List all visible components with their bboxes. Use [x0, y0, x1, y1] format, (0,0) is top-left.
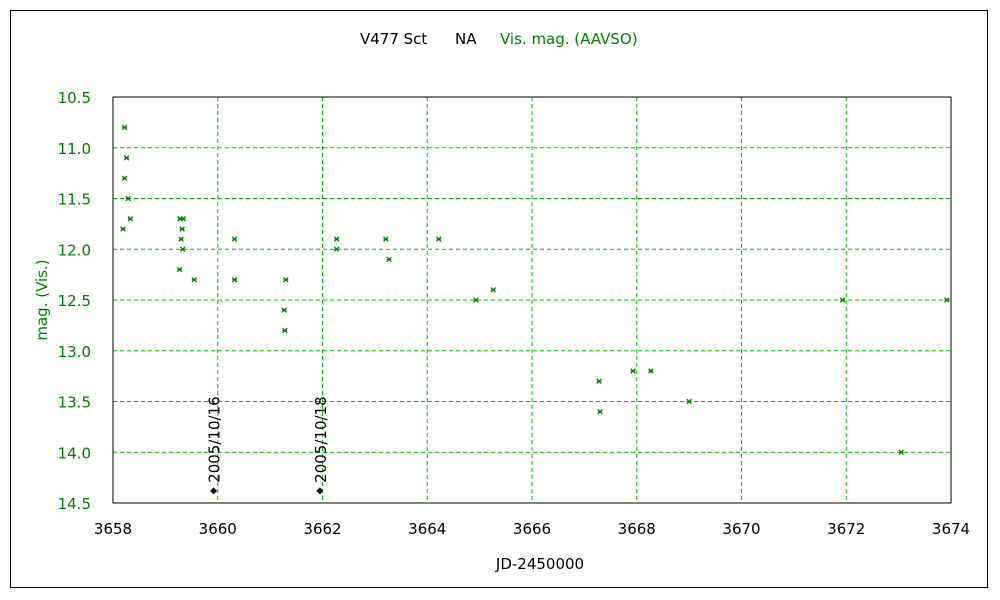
data-point [120, 226, 126, 232]
y-axis-ticks: 10.5 11.0 11.5 12.0 12.5 13.0 13.5 14.0 14.5 [58, 89, 91, 513]
data-point [282, 327, 288, 334]
x-tick-label: 3668 [618, 520, 656, 538]
x-tick-label: 3662 [303, 520, 341, 538]
title-type: NA [455, 30, 477, 48]
annotation-label: 2005/10/16 [206, 396, 224, 482]
data-point [383, 236, 389, 242]
data-point [176, 266, 183, 273]
data-point [436, 236, 442, 242]
data-point [648, 368, 654, 374]
reference-marker [316, 487, 324, 495]
data-point [179, 246, 186, 253]
y-tick-label: 11.0 [58, 140, 91, 158]
y-tick-label: 11.5 [58, 191, 91, 209]
data-point [231, 276, 238, 283]
x-tick-label: 3658 [94, 520, 132, 538]
x-tick-label: 3672 [827, 520, 865, 538]
y-tick-label: 13.0 [58, 343, 91, 361]
data-point [333, 236, 340, 242]
y-tick-label: 13.5 [58, 394, 91, 412]
data-point [333, 246, 340, 253]
y-tick-label: 10.5 [58, 89, 91, 107]
x-tick-label: 3674 [932, 520, 970, 538]
data-point [898, 449, 905, 456]
x-axis-ticks: 3658 3660 3662 3664 3666 3668 3670 3672 3674 [94, 520, 970, 538]
data-point [179, 226, 185, 232]
data-point [597, 408, 603, 415]
data-point [281, 307, 288, 313]
data-point [839, 297, 846, 303]
x-tick-label: 3666 [513, 520, 551, 538]
data-point [180, 216, 186, 222]
chart-frame [10, 10, 988, 588]
y-tick-label: 12.0 [58, 241, 91, 259]
data-point [121, 175, 128, 181]
data-point [231, 236, 238, 242]
data-point [125, 195, 131, 202]
plot-area [112, 96, 952, 504]
x-axis-label: JD-2450000 [495, 555, 584, 573]
y-axis-label: mag. (Vis.) [33, 259, 51, 340]
data-point [386, 256, 392, 263]
y-tick-label: 14.0 [58, 444, 91, 462]
title-series: Vis. mag. (AAVSO) [500, 30, 638, 48]
y-tick-label: 12.5 [58, 292, 91, 310]
x-tick-label: 3664 [408, 520, 446, 538]
data-point [596, 378, 602, 384]
data-point [630, 368, 636, 374]
data-point [127, 216, 134, 222]
x-tick-label: 3660 [199, 520, 237, 538]
data-point [473, 297, 479, 303]
data-point [121, 124, 128, 131]
annotation-label: 2005/10/18 [312, 396, 330, 482]
data-point [686, 398, 692, 405]
y-tick-label: 14.5 [58, 495, 91, 513]
data-point [283, 276, 289, 283]
data-point [191, 276, 197, 283]
data-point [178, 236, 184, 242]
reference-marker [210, 487, 218, 495]
x-tick-label: 3670 [722, 520, 760, 538]
data-point [123, 155, 130, 161]
annotations: 2005/10/16 2005/10/18 [206, 396, 330, 495]
grid [113, 97, 951, 503]
data-points [120, 124, 950, 456]
data-point [490, 287, 497, 293]
title-star: V477 Sct [360, 30, 427, 48]
data-point [944, 297, 950, 303]
